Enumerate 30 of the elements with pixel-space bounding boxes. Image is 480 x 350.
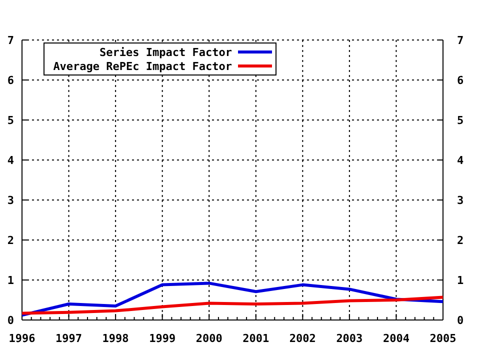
legend-label: Series Impact Factor: [100, 46, 232, 59]
x-tick-label: 1999: [149, 332, 176, 345]
y2-tick-label: 0: [457, 314, 464, 327]
y-tick-label: 3: [7, 194, 14, 207]
y2-tick-label: 2: [457, 234, 464, 247]
y-tick-label: 0: [7, 314, 14, 327]
y2-tick-label: 7: [457, 34, 464, 47]
line-series: [20, 296, 444, 315]
x-tick-label: 2001: [242, 332, 270, 345]
y2-tick-label: 1: [457, 274, 464, 287]
y-tick-label: 4: [7, 154, 14, 167]
x-tick-label: 2003: [336, 332, 363, 345]
y-tick-label: 2: [7, 234, 14, 247]
y2-tick-label: 6: [457, 74, 464, 87]
y2-tick-label: 5: [457, 114, 464, 127]
x-tick-label: 1996: [8, 332, 36, 345]
x-tick-label: 2004: [382, 332, 410, 345]
y2-tick-label: 3: [457, 194, 464, 207]
line-series: [20, 282, 444, 317]
y-tick-label: 1: [7, 274, 14, 287]
legend-label: Average RePEc Impact Factor: [53, 60, 232, 73]
y-tick-label: 6: [7, 74, 14, 87]
x-tick-label: 1998: [102, 332, 129, 345]
x-tick-label: 2002: [289, 332, 316, 345]
x-tick-label: 2005: [430, 332, 456, 345]
y-tick-label: 7: [7, 34, 14, 47]
y-tick-label: 5: [7, 114, 14, 127]
y2-tick-label: 4: [457, 154, 464, 167]
x-tick-label: 1997: [56, 332, 82, 345]
x-tick-label: 2000: [196, 332, 222, 345]
